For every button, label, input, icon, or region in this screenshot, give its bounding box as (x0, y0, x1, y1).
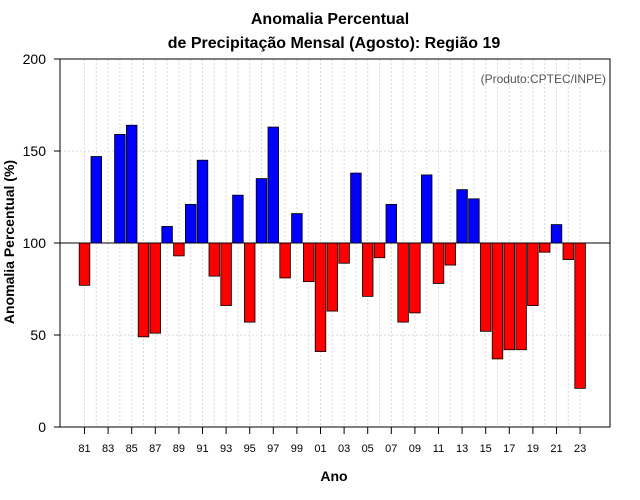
bar-04 (350, 172, 362, 244)
y-tick-label: 50 (30, 327, 46, 343)
bar-99 (291, 213, 303, 244)
x-tick-label: 23 (574, 443, 586, 455)
bar-08 (397, 242, 409, 323)
x-tick-label: 17 (503, 443, 515, 455)
y-axis-ticks: 0 50 100 150 200 (23, 51, 60, 435)
y-tick-label: 200 (23, 51, 47, 67)
source-annotation: (Produto:CPTEC/INPE) (481, 72, 606, 86)
bar-14 (468, 198, 480, 244)
bar-01 (314, 242, 327, 352)
chart-title: Anomalia Percentual (251, 11, 409, 28)
x-tick-label: 83 (102, 443, 114, 455)
bar-07 (385, 203, 398, 244)
bar-81 (78, 242, 91, 286)
x-tick-label: 05 (362, 443, 374, 455)
chart-subtitle: de Precipitação Mensal (Agosto): Região … (168, 35, 501, 52)
x-tick-label: 85 (126, 443, 138, 455)
x-axis-ticks: 81 83 85 87 89 91 93 95 97 99 01 03 05 07 09 11 13 15 17 19… (78, 427, 586, 455)
x-tick-label: 15 (480, 443, 492, 455)
x-tick-label: 89 (173, 443, 185, 455)
bar-22 (562, 242, 575, 260)
bar-18 (515, 242, 527, 351)
x-tick-label: 93 (220, 443, 232, 455)
x-tick-label: 07 (385, 443, 397, 455)
bar-16 (491, 242, 504, 360)
bar-20 (539, 242, 551, 253)
bar-86 (137, 242, 150, 338)
bar-15 (479, 242, 492, 332)
bar-87 (149, 242, 162, 334)
bar-11 (432, 242, 445, 284)
bar-95 (243, 242, 256, 323)
x-tick-label: 87 (149, 443, 161, 455)
bar-00 (302, 242, 315, 283)
bar-09 (409, 242, 421, 314)
y-tick-label: 100 (23, 235, 47, 251)
x-tick-label: 01 (314, 443, 326, 455)
x-axis-label: Ano (320, 468, 347, 484)
bar-03 (338, 242, 350, 264)
y-tick-label: 0 (38, 419, 46, 435)
bar-13 (456, 189, 468, 244)
bar-89 (173, 242, 185, 257)
bar-17 (503, 242, 516, 351)
bar-92 (208, 242, 221, 277)
bar-84 (114, 134, 126, 244)
x-tick-label: 99 (291, 443, 303, 455)
bars (78, 124, 586, 389)
bar-93 (220, 242, 232, 306)
bar-21 (550, 224, 563, 244)
x-tick-label: 97 (267, 443, 279, 455)
x-tick-label: 11 (433, 443, 444, 455)
bar-88 (161, 226, 173, 244)
x-tick-label: 95 (244, 443, 256, 455)
x-tick-label: 19 (527, 443, 539, 455)
bar-97 (267, 126, 280, 244)
bar-12 (444, 242, 457, 266)
bar-96 (255, 178, 268, 244)
bar-98 (279, 242, 291, 279)
bar-02 (326, 242, 339, 312)
x-tick-label: 09 (409, 443, 421, 455)
bar-94 (232, 194, 244, 244)
bar-91 (196, 159, 209, 244)
bar-85 (126, 124, 138, 244)
bar-82 (90, 156, 103, 244)
x-tick-label: 13 (456, 443, 468, 455)
bar-06 (373, 242, 386, 259)
x-tick-label: 21 (550, 443, 562, 455)
bar-90 (184, 203, 197, 244)
bar-05 (361, 242, 374, 297)
x-tick-label: 03 (338, 443, 350, 455)
x-tick-label: 91 (196, 443, 208, 455)
bar-23 (574, 242, 586, 389)
bar-19 (527, 242, 539, 306)
bar-10 (420, 174, 433, 244)
x-tick-label: 81 (78, 443, 90, 455)
y-tick-label: 150 (23, 143, 47, 159)
y-axis-label: Anomalia Percentual (%) (1, 160, 17, 324)
